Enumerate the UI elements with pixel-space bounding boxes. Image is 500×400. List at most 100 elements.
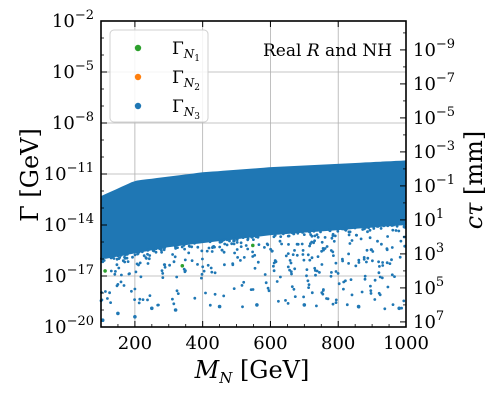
scatter-point [278,239,282,243]
scatter-point [180,245,184,249]
scatter-point [277,299,280,303]
scatter-point [302,258,306,262]
scatter-point [279,275,282,279]
scatter-point [176,292,180,295]
scatter-point [334,261,338,265]
scatter-point [213,271,217,275]
scatter-point [345,303,349,307]
scatter-point [272,235,276,239]
scatter-point [366,256,370,260]
scatter-point [175,289,179,293]
scatter-point [378,293,382,297]
scatter-point [239,245,243,249]
scatter-point [306,253,310,257]
scatter-point [308,258,312,262]
scatter-point [348,242,352,245]
scatter-point [379,227,383,230]
scatter-point [337,282,341,286]
scatter-point [225,238,229,242]
scatter-point [114,270,117,273]
scatter-point [363,227,366,231]
scatter-point [223,263,226,267]
y-tick-label: 10−8 [52,110,94,134]
scatter-point [363,277,367,281]
scatter-point [366,230,369,234]
scatter-point [329,274,333,278]
y2-tick-label: 103 [413,241,444,265]
scatter-point [207,246,211,250]
legend-marker [134,102,142,110]
scatter-point [286,252,290,256]
scatter-point [359,237,363,241]
scatter-point [331,234,335,238]
scatter-point [104,290,107,293]
scatter-point [316,235,320,239]
scatter-point [236,256,240,259]
scatter-points [99,222,407,323]
scatter-point [367,226,370,230]
scatter-point [347,230,351,234]
x-tick-label: 800 [321,333,355,354]
scatter-point [312,241,315,245]
scatter-point [360,290,364,294]
scatter-point [386,235,389,238]
scatter-point [307,286,310,289]
scatter-point [228,239,231,243]
scatter-point [161,246,165,249]
y2-tick-label: 10−1 [413,173,455,197]
scatter-point [200,276,203,280]
legend-label: ΓN3 [172,97,200,122]
scatter-point [301,253,305,256]
scatter-point [310,234,314,238]
scatter-point [263,273,267,276]
scatter-point [292,232,295,236]
scatter-point [320,249,323,253]
scatter-point [147,257,151,261]
legend-label: ΓN1 [172,39,200,64]
scatter-point [371,259,374,263]
scatter-point [162,263,166,266]
scatter-point [288,268,291,272]
scatter-point [381,264,385,267]
scatter-point [146,298,149,302]
scatter-point [171,253,175,256]
scatter-point [196,263,199,266]
scatter-point [371,250,375,253]
scatter-point [171,297,174,301]
scatter-point [321,289,325,292]
scatter-point [332,239,336,243]
scatter-point [380,242,383,246]
scatter-point [397,229,401,233]
scatter-point [242,256,246,259]
scatter-point [218,240,222,244]
scatter-point [230,242,234,246]
scatter-point [272,264,275,268]
x-tick-label: 600 [253,333,287,354]
scatter-point [369,289,373,292]
scatter-point [119,253,123,257]
scatter-point [145,257,148,260]
y2-tick-label: 101 [413,207,444,231]
scatter-point [331,302,335,306]
scatter-point [115,263,119,267]
scatter-point [232,287,236,290]
scatter-point [342,287,345,291]
scatter-point [355,233,358,237]
scatter-point [232,242,236,246]
annotation-text: Real R and NH [263,41,392,61]
scatter-point [369,284,372,288]
scatter-point [163,246,167,250]
scatter-point [385,248,389,252]
scatter-point [118,256,122,259]
scatter-point [333,234,337,238]
scatter-point [116,283,120,286]
scatter-point [109,269,113,273]
scatter-point [172,260,176,264]
scatter-point [168,263,172,267]
scatter-point [318,271,321,274]
scatter-point [187,251,191,255]
scatter-point [288,259,292,262]
scatter-point [363,274,367,278]
scatter-point [257,243,261,247]
scatter-point [217,304,222,309]
